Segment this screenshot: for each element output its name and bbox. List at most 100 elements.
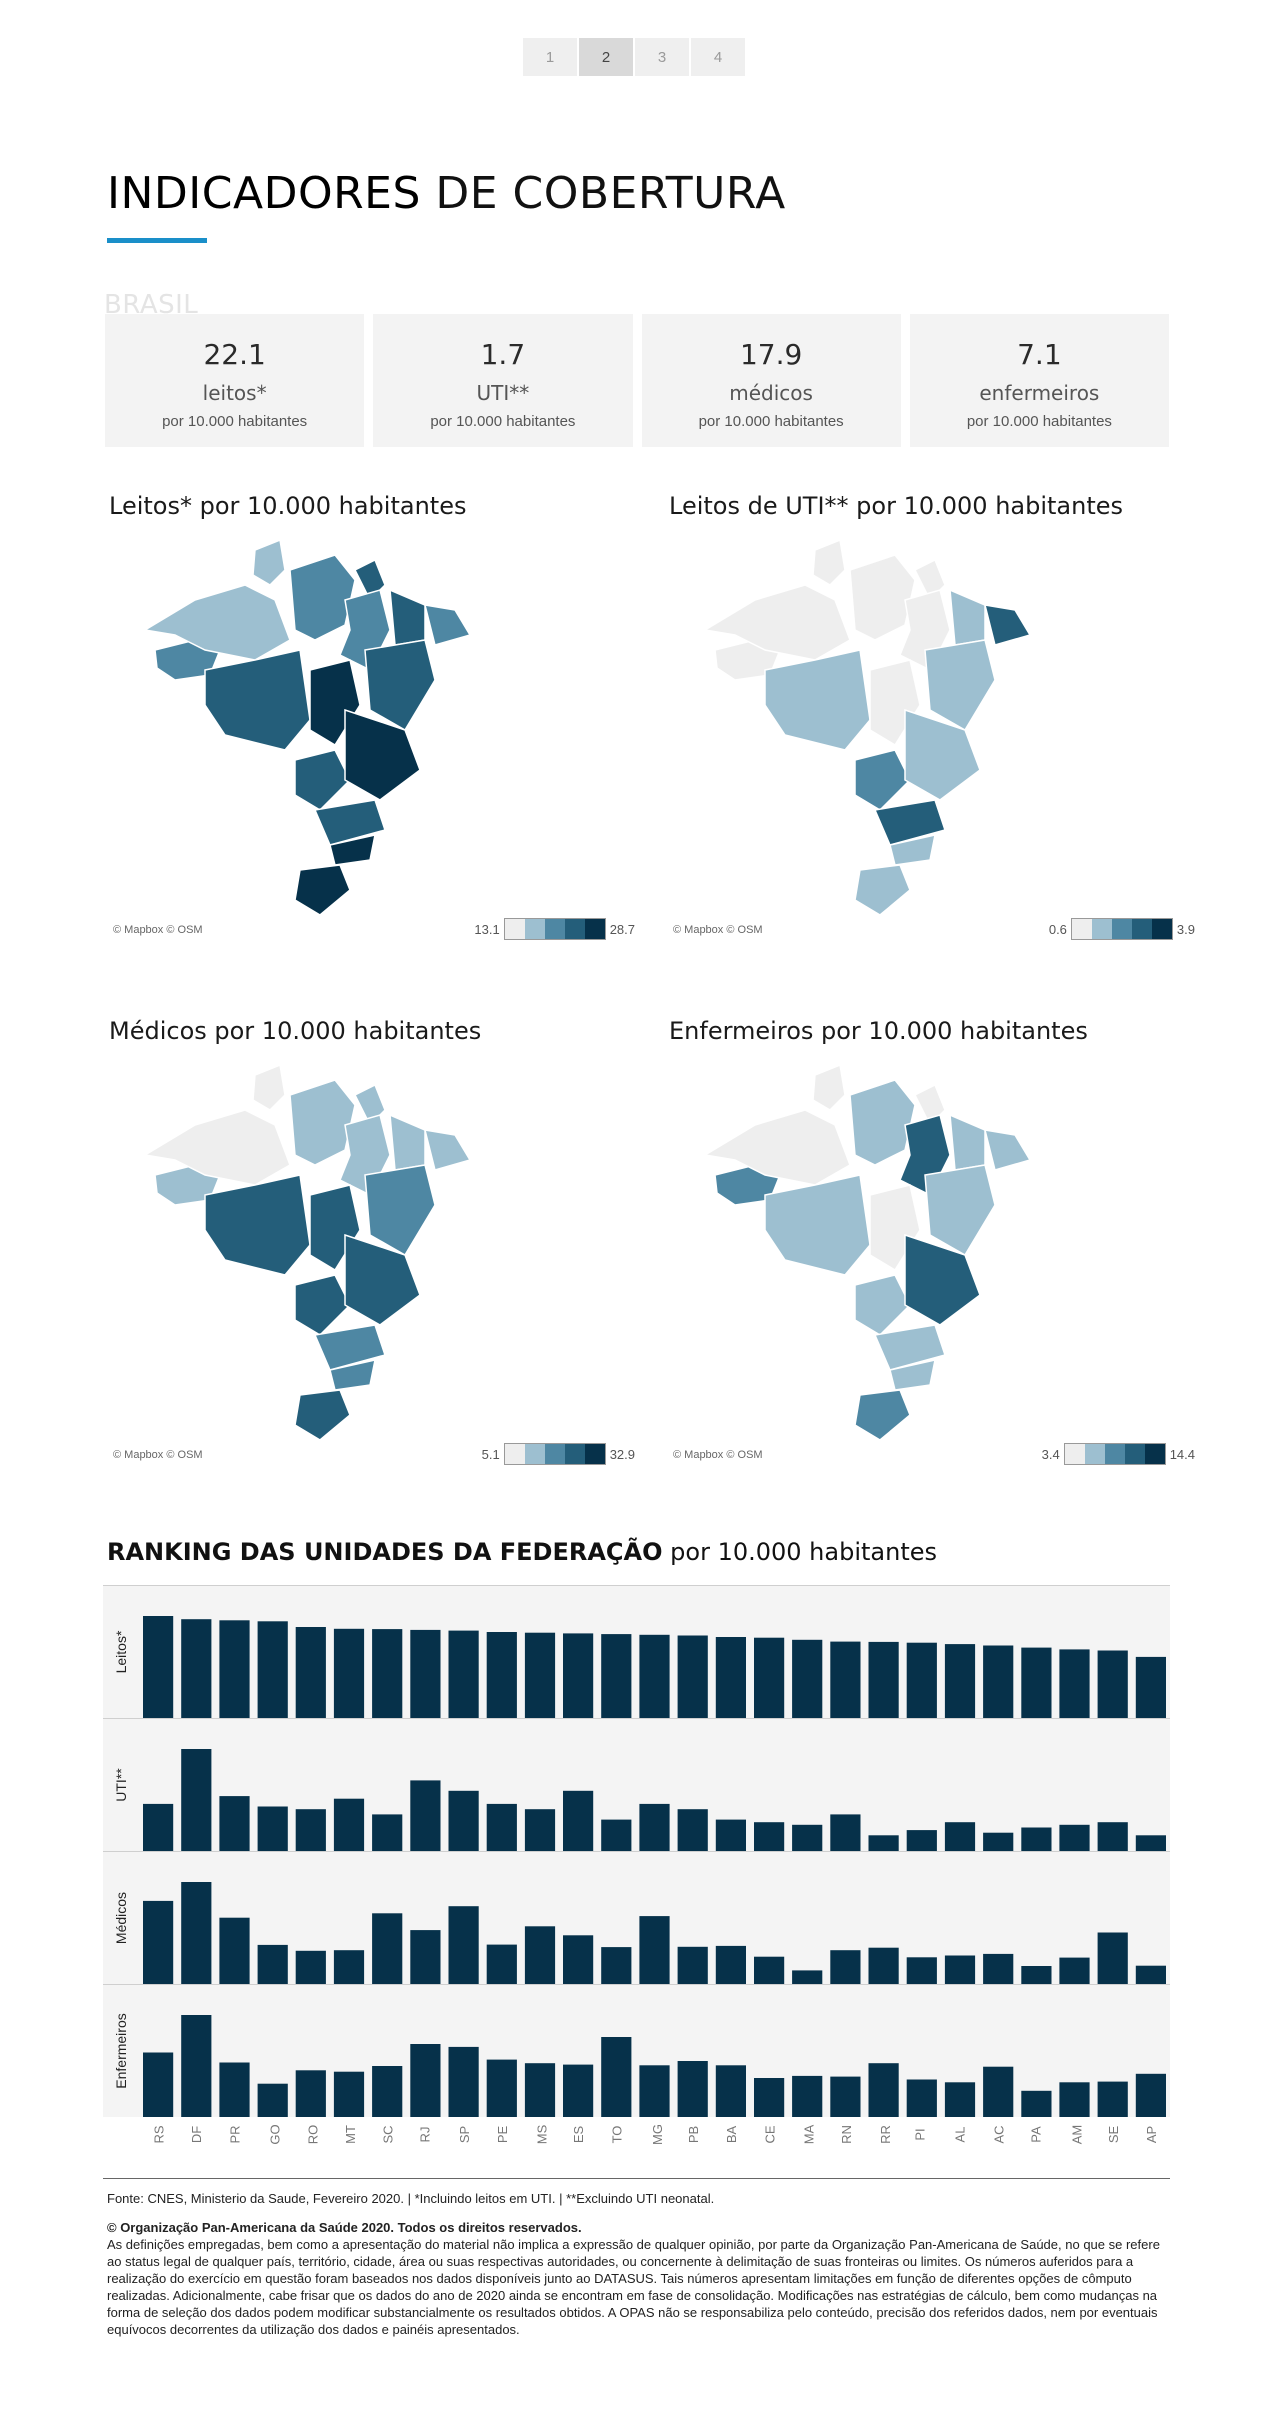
- state-region-12[interactable]: [344, 708, 421, 801]
- brazil-choropleth-map[interactable]: [695, 530, 1115, 920]
- state-region-3[interactable]: [289, 554, 356, 641]
- state-region-6[interactable]: [389, 588, 426, 646]
- state-region-15[interactable]: [854, 864, 911, 916]
- bar-PI[interactable]: [906, 1830, 937, 1851]
- bar-RR[interactable]: [868, 1641, 899, 1718]
- bar-RS[interactable]: [143, 1616, 174, 1718]
- bar-PI[interactable]: [906, 2079, 937, 2118]
- bar-PB[interactable]: [677, 1809, 708, 1851]
- bar-ES[interactable]: [563, 1790, 594, 1851]
- bar-CE[interactable]: [754, 1637, 785, 1718]
- bar-TO[interactable]: [601, 1819, 632, 1851]
- bar-SC[interactable]: [372, 1629, 403, 1718]
- state-region-10[interactable]: [364, 639, 436, 732]
- bar-DF[interactable]: [181, 1619, 212, 1718]
- brazil-choropleth-map[interactable]: [695, 1055, 1115, 1445]
- bar-MS[interactable]: [524, 1809, 556, 1851]
- bar-PR[interactable]: [219, 2062, 250, 2118]
- bar-ES[interactable]: [563, 1935, 594, 1984]
- bar-RO[interactable]: [295, 2070, 326, 2117]
- state-region-12[interactable]: [904, 1233, 981, 1326]
- bar-BA[interactable]: [715, 1945, 746, 1984]
- bar-AM[interactable]: [1059, 1649, 1090, 1718]
- bar-AM[interactable]: [1059, 1824, 1090, 1851]
- bar-CE[interactable]: [754, 2078, 785, 2117]
- state-region-12[interactable]: [904, 708, 981, 801]
- bar-PA[interactable]: [1021, 2090, 1052, 2117]
- state-region-0[interactable]: [252, 538, 286, 586]
- bar-SP[interactable]: [448, 1630, 479, 1718]
- bar-RS[interactable]: [143, 1803, 174, 1851]
- bar-BA[interactable]: [715, 1637, 746, 1718]
- bar-MA[interactable]: [792, 1970, 823, 1984]
- bar-RN[interactable]: [830, 1641, 861, 1718]
- bar-RN[interactable]: [830, 1950, 861, 1984]
- bar-PB[interactable]: [677, 1635, 708, 1719]
- bar-MT[interactable]: [333, 2071, 365, 2117]
- state-region-8[interactable]: [204, 1174, 311, 1276]
- bar-MG[interactable]: [639, 1634, 670, 1718]
- bar-RR[interactable]: [868, 2063, 899, 2117]
- bar-BA[interactable]: [715, 1819, 746, 1851]
- state-region-11[interactable]: [854, 1274, 911, 1336]
- state-region-14[interactable]: [889, 834, 936, 866]
- bar-RR[interactable]: [868, 1835, 899, 1851]
- bar-AP[interactable]: [1135, 2073, 1166, 2117]
- bar-RN[interactable]: [830, 1814, 861, 1851]
- bar-CE[interactable]: [754, 1822, 785, 1851]
- bar-MA[interactable]: [792, 2075, 823, 2117]
- brazil-choropleth-map[interactable]: [135, 530, 555, 920]
- bar-AC[interactable]: [983, 1645, 1014, 1719]
- state-region-7[interactable]: [423, 1129, 472, 1171]
- state-region-0[interactable]: [252, 1063, 286, 1111]
- bar-AC[interactable]: [983, 2066, 1014, 2117]
- state-region-0[interactable]: [812, 538, 846, 586]
- bar-PB[interactable]: [677, 2061, 708, 2117]
- bar-RO[interactable]: [295, 1627, 326, 1718]
- bar-SP[interactable]: [448, 1790, 479, 1851]
- state-region-3[interactable]: [289, 1079, 356, 1166]
- bar-SC[interactable]: [372, 2066, 403, 2117]
- bar-AM[interactable]: [1059, 1957, 1090, 1984]
- state-region-15[interactable]: [854, 1389, 911, 1441]
- bar-SC[interactable]: [372, 1814, 403, 1851]
- state-region-10[interactable]: [924, 1164, 996, 1257]
- state-region-2[interactable]: [702, 584, 851, 661]
- bar-AP[interactable]: [1135, 1656, 1166, 1718]
- state-region-15[interactable]: [294, 864, 351, 916]
- state-region-13[interactable]: [313, 1324, 386, 1371]
- bar-RJ[interactable]: [410, 1629, 441, 1718]
- page-button-1[interactable]: 1: [523, 38, 577, 76]
- state-region-8[interactable]: [764, 1174, 871, 1276]
- state-region-6[interactable]: [389, 1113, 426, 1171]
- bar-MG[interactable]: [639, 1916, 670, 1984]
- bar-ES[interactable]: [563, 1633, 594, 1718]
- bar-PE[interactable]: [486, 1632, 517, 1718]
- state-region-11[interactable]: [854, 749, 911, 811]
- brazil-choropleth-map[interactable]: [135, 1055, 555, 1445]
- state-region-8[interactable]: [764, 649, 871, 751]
- state-region-10[interactable]: [924, 639, 996, 732]
- bar-RN[interactable]: [830, 2076, 861, 2117]
- state-region-7[interactable]: [983, 604, 1032, 646]
- bar-TO[interactable]: [601, 1634, 632, 1718]
- page-button-3[interactable]: 3: [635, 38, 689, 76]
- bar-DF[interactable]: [181, 2015, 212, 2117]
- state-region-2[interactable]: [142, 1109, 291, 1186]
- bar-DF[interactable]: [181, 1749, 212, 1851]
- bar-CE[interactable]: [754, 1956, 785, 1984]
- bar-BA[interactable]: [715, 2065, 746, 2117]
- state-region-11[interactable]: [294, 749, 351, 811]
- bar-PE[interactable]: [486, 2059, 517, 2117]
- bar-ES[interactable]: [563, 2064, 594, 2117]
- bar-MS[interactable]: [524, 1632, 556, 1718]
- bar-GO[interactable]: [257, 1621, 288, 1718]
- state-region-2[interactable]: [142, 584, 291, 661]
- state-region-0[interactable]: [812, 1063, 846, 1111]
- bar-GO[interactable]: [257, 1944, 288, 1984]
- bar-AM[interactable]: [1059, 2082, 1090, 2117]
- state-region-3[interactable]: [849, 554, 916, 641]
- bar-AC[interactable]: [983, 1953, 1014, 1984]
- bar-MT[interactable]: [333, 1628, 365, 1718]
- bar-MT[interactable]: [333, 1950, 365, 1984]
